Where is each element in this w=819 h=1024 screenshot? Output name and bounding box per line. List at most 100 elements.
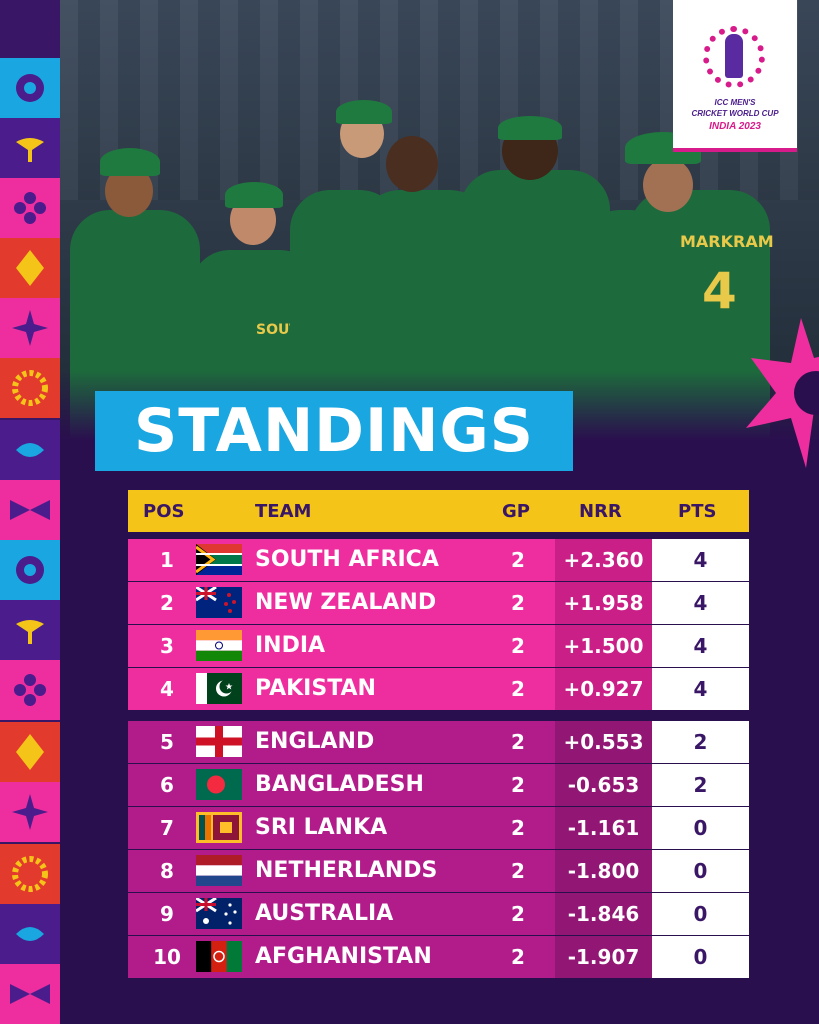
pos-cell: 4 [160,677,174,701]
table-header: POS TEAM GP NRR PTS [128,490,749,532]
nrr-cell: +1.958 [563,591,644,615]
page-title: STANDINGS [134,396,534,466]
table-row: +1.500 4 3 INDIA 2 [128,625,749,667]
table-row: -1.846 0 9 AUSTRALIA 2 [128,893,749,935]
player-head [643,158,693,212]
sun-icon [0,358,60,418]
table-row: +0.927 4 4 PAKISTAN 2 [128,668,749,710]
nrr-cell: +2.360 [563,548,644,572]
table-row: -0.653 2 6 BANGLADESH 2 [128,764,749,806]
drop-icon [0,420,60,480]
jersey-number-text: 4 [702,262,737,320]
logo-ring-icon [703,26,765,88]
nrr-cell: +1.500 [563,634,644,658]
header-pts: PTS [678,501,717,522]
bird-icon [0,600,60,660]
nrr-cell: -1.800 [567,859,640,883]
table-row: +1.958 4 2 NEW ZEALAND 2 [128,582,749,624]
gp-cell: 2 [511,816,525,840]
table-row: -1.800 0 8 NETHERLANDS 2 [128,850,749,892]
team-cell: ENGLAND [255,729,375,754]
team-cell: BANGLADESH [255,772,424,797]
zigzag-icon [0,480,60,540]
pos-cell: 3 [160,634,174,658]
sri-lanka-flag-icon [196,812,242,843]
four-point-star-icon [0,782,60,842]
sun-icon [0,844,60,904]
netherlands-flag-icon [196,855,242,886]
south-africa-flag-icon [196,544,242,575]
pos-cell: 7 [160,816,174,840]
world-cup-logo: ICC MEN'S CRICKET WORLD CUP INDIA 2023 [673,0,797,152]
diamond-icon [0,722,60,782]
pts-cell: 4 [693,548,708,572]
flower-icon [0,178,60,238]
star-flower-icon [0,540,60,600]
gp-cell: 2 [511,548,525,572]
team-cell: AUSTRALIA [255,901,394,926]
zigzag-icon [0,964,60,1024]
bird-icon [0,118,60,178]
jersey-name-text: MARKRAM [680,232,774,251]
header-gp: GP [502,501,530,522]
gp-cell: 2 [511,773,525,797]
pos-cell: 8 [160,859,174,883]
pos-cell: 6 [160,773,174,797]
team-cell: PAKISTAN [255,676,376,701]
bangladesh-flag-icon [196,769,242,800]
australia-flag-icon [196,898,242,929]
pts-cell: 4 [693,591,708,615]
team-cell: NETHERLANDS [255,858,438,883]
drop-icon [0,904,60,964]
team-cell: SRI LANKA [255,815,388,840]
gp-cell: 2 [511,945,525,969]
pts-cell: 0 [693,945,708,969]
diamond-icon [0,238,60,298]
pts-cell: 4 [693,634,708,658]
nrr-cell: -0.653 [567,773,640,797]
player-cap [225,182,283,208]
team-cell: SOUTH AFRICA [255,547,439,572]
logo-text-line1: ICC MEN'S [714,98,756,107]
nrr-cell: -1.161 [567,816,640,840]
trophy-icon [725,34,743,78]
logo-text-line3: INDIA 2023 [709,121,761,132]
nrr-cell: -1.907 [567,945,640,969]
nrr-cell: -1.846 [567,902,640,926]
pos-cell: 1 [160,548,174,572]
flower-icon [0,660,60,720]
nrr-cell: +0.553 [563,730,644,754]
decorative-pattern-strip [0,0,60,1024]
pts-cell: 2 [693,730,708,754]
gp-cell: 2 [511,902,525,926]
player-head [386,136,438,192]
header-nrr: NRR [579,501,622,522]
team-cell: NEW ZEALAND [255,590,437,615]
pos-cell: 2 [160,591,174,615]
pos-cell: 9 [160,902,174,926]
player-cap [100,148,160,176]
table-row: +2.360 4 1 SOUTH AFRICA 2 [128,539,749,581]
gp-cell: 2 [511,859,525,883]
player-cap [498,116,562,140]
table-row: +0.553 2 5 ENGLAND 2 [128,721,749,763]
gp-cell: 2 [511,677,525,701]
table-row: -1.161 0 7 SRI LANKA 2 [128,807,749,849]
india-flag-icon [196,630,242,661]
gp-cell: 2 [511,634,525,658]
header-team: TEAM [255,501,312,522]
header-pos: POS [143,501,185,522]
nrr-cell: +0.927 [563,677,644,701]
player-cap [336,100,392,124]
pakistan-flag-icon [196,673,242,704]
pts-cell: 0 [693,859,708,883]
pts-cell: 4 [693,677,708,701]
team-cell: AFGHANISTAN [255,944,432,969]
star-flower-icon [0,58,60,118]
pts-cell: 0 [693,816,708,840]
title-banner: STANDINGS [95,391,573,471]
pts-cell: 2 [693,773,708,797]
starburst-decoration-icon [746,318,819,468]
england-flag-icon [196,726,242,757]
four-point-star-icon [0,298,60,358]
